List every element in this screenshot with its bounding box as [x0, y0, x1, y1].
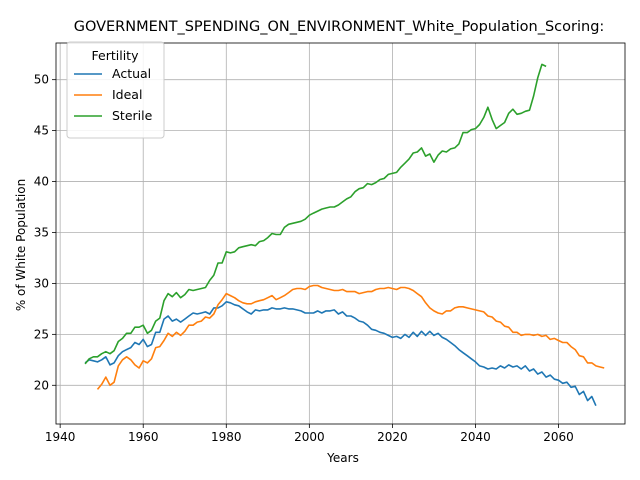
- legend-label-actual: Actual: [112, 66, 151, 81]
- x-tick-label: 1980: [211, 430, 242, 444]
- x-tick-label: 2020: [377, 430, 408, 444]
- series-line-actual: [84, 301, 597, 407]
- y-tick-label: 50: [34, 73, 49, 87]
- series-line-ideal: [96, 284, 605, 390]
- y-tick-label: 25: [34, 327, 49, 341]
- legend: Fertility Actual Ideal Sterile: [66, 41, 165, 139]
- y-tick-label: 30: [34, 276, 49, 290]
- legend-label-sterile: Sterile: [112, 108, 153, 123]
- series-lines: [84, 63, 605, 407]
- x-tick-label: 2000: [294, 430, 325, 444]
- plot-frame: [55, 42, 626, 425]
- x-axis-label: Years: [326, 451, 359, 465]
- y-tick-label: 35: [34, 225, 49, 239]
- chart-title: GOVERNMENT_SPENDING_ON_ENVIRONMENT_White…: [74, 19, 605, 35]
- x-tick-label: 2060: [543, 430, 574, 444]
- legend-box: [66, 41, 165, 139]
- y-tick-label: 45: [34, 124, 49, 138]
- series-line-sterile: [84, 63, 547, 365]
- legend-label-ideal: Ideal: [112, 87, 142, 102]
- x-tick-label: 2040: [460, 430, 491, 444]
- y-tick-label: 40: [34, 175, 49, 189]
- legend-title: Fertility: [92, 48, 140, 63]
- y-axis-label: % of White Population: [14, 179, 28, 311]
- axis-ticks: 1940 1960 1980 2000 2020 2040 2060 20 25 30 35 40 45…: [34, 73, 574, 444]
- x-tick-label: 1940: [45, 430, 76, 444]
- y-tick-label: 20: [34, 378, 49, 392]
- x-tick-label: 1960: [128, 430, 159, 444]
- grid-lines: [56, 43, 625, 424]
